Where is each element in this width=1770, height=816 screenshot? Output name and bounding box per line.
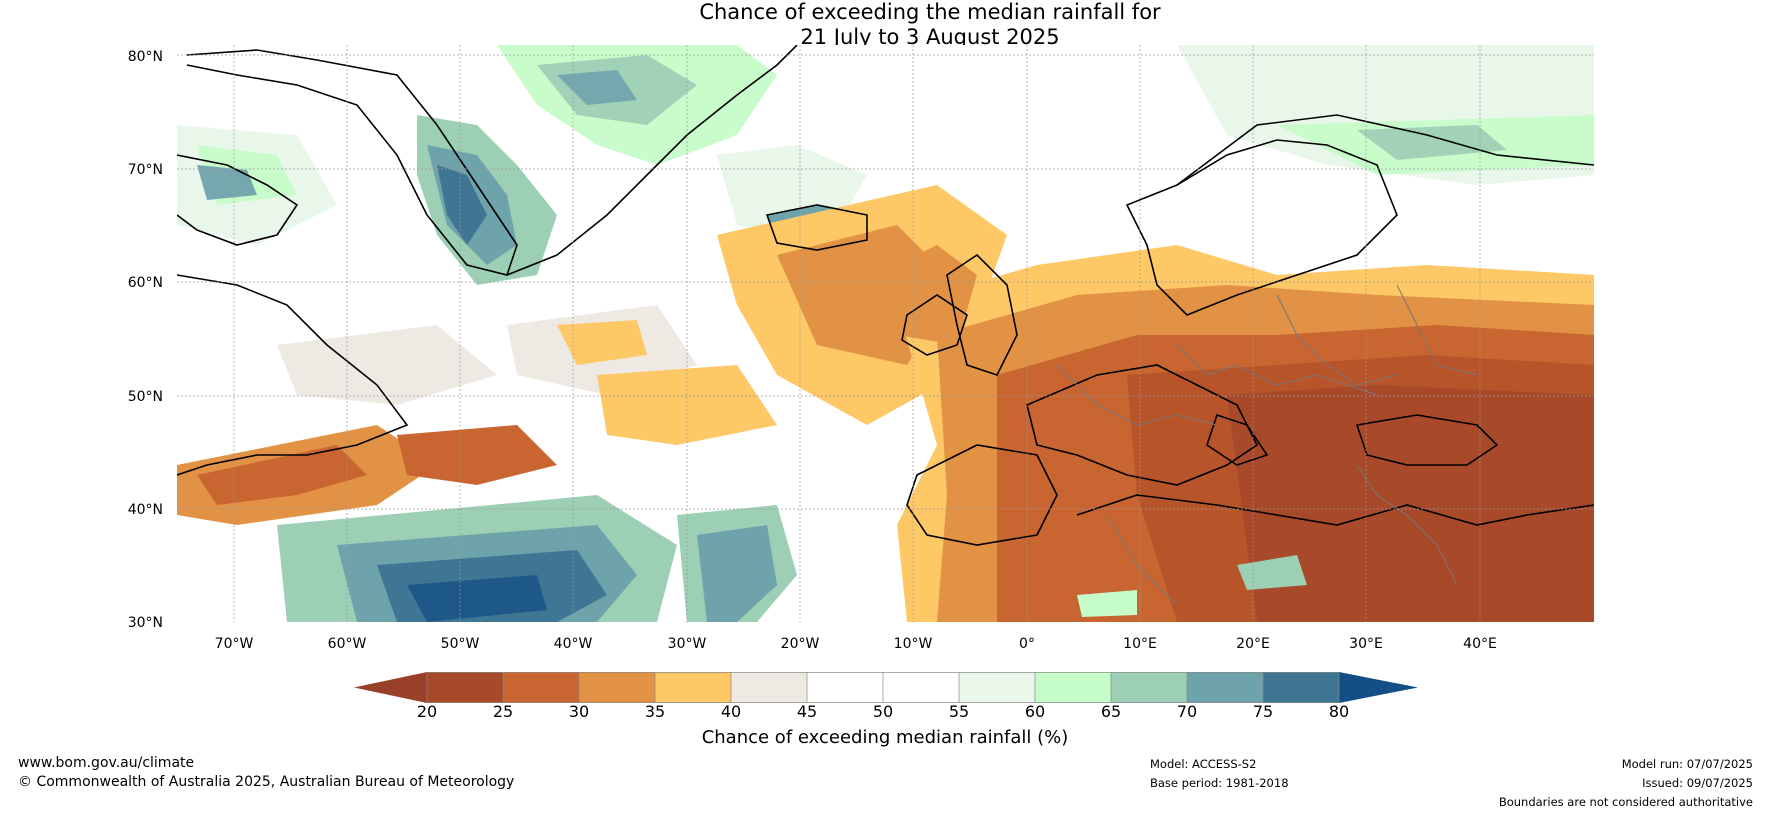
coastlines: [177, 45, 1594, 546]
lat-label-80n: 80°N: [127, 49, 163, 65]
colorbar-tick-20: 20: [416, 702, 438, 721]
lon-label-70w: 70°W: [214, 636, 254, 652]
colorbar-bin-65-70: [1111, 672, 1187, 703]
lat-label-30n: 30°N: [127, 615, 163, 631]
model-run-text: Model run: 07/07/2025: [1621, 757, 1753, 771]
colorbar-label: Chance of exceeding median rainfall (%): [701, 727, 1069, 748]
issued-text: Issued: 09/07/2025: [1642, 776, 1753, 790]
colorbar-bin-50-55: [883, 672, 959, 703]
colorbar-bin-40-45: [731, 672, 807, 703]
colorbar-bin-75-80: [1263, 672, 1339, 703]
lon-label-0: 0°: [1019, 636, 1035, 652]
title-line-1: Chance of exceeding the median rainfall …: [699, 0, 1161, 24]
colorbar-tick-80: 80: [1328, 702, 1350, 721]
colorbar-bin-70-75: [1187, 672, 1263, 703]
colorbar-bin-55-60: [959, 672, 1035, 703]
website-link[interactable]: www.bom.gov.au/climate: [18, 755, 195, 771]
mediterranean-wet: [1077, 555, 1307, 617]
lon-label-10e: 10°E: [1123, 636, 1157, 652]
lon-label-30w: 30°W: [667, 636, 707, 652]
colorbar-tick-65: 65: [1100, 702, 1122, 721]
lon-label-40e: 40°E: [1463, 636, 1497, 652]
lat-label-70n: 70°N: [127, 162, 163, 178]
colorbar-tick-50: 50: [872, 702, 894, 721]
colorbar-tick-35: 35: [644, 702, 666, 721]
colorbar-tick-60: 60: [1024, 702, 1046, 721]
lat-label-60n: 60°N: [127, 275, 163, 291]
colorbar-tick-75: 75: [1252, 702, 1274, 721]
lon-label-50w: 50°W: [440, 636, 480, 652]
base-period-text: Base period: 1981-2018: [1150, 776, 1289, 790]
lon-label-60w: 60°W: [327, 636, 367, 652]
colorbar-bin-60-65: [1035, 672, 1111, 703]
copyright-text: © Commonwealth of Australia 2025, Austra…: [18, 774, 515, 790]
colorbar-tick-45: 45: [796, 702, 818, 721]
lat-label-40n: 40°N: [127, 502, 163, 518]
lon-label-20w: 20°W: [780, 636, 820, 652]
colorbar-bin-35-40: [655, 672, 731, 703]
lon-label-30e: 30°E: [1349, 636, 1383, 652]
colorbar-bin-45-50: [807, 672, 883, 703]
lon-label-40w: 40°W: [553, 636, 593, 652]
lon-label-20e: 20°E: [1236, 636, 1270, 652]
map-canvas: [177, 45, 1594, 622]
colorbar-over-arrow: [1339, 672, 1418, 703]
lon-label-10w: 10°W: [893, 636, 933, 652]
colorbar-tick-30: 30: [568, 702, 590, 721]
greenland-blues: [417, 115, 557, 285]
colorbar-tick-40: 40: [720, 702, 742, 721]
map-title: Chance of exceeding the median rainfall …: [0, 0, 1770, 50]
forecast-map: [177, 45, 1594, 622]
colorbar-tick-55: 55: [948, 702, 970, 721]
colorbar: [354, 672, 1418, 703]
model-text: Model: ACCESS-S2: [1150, 757, 1257, 771]
disclaimer-text: Boundaries are not considered authoritat…: [1498, 795, 1753, 809]
lat-label-50n: 50°N: [127, 389, 163, 405]
country-borders: [1056, 284, 1478, 606]
colorbar-tick-70: 70: [1176, 702, 1198, 721]
colorbar-bin-20-25: [427, 672, 503, 703]
colorbar-tick-25: 25: [492, 702, 514, 721]
colorbar-bin-25-30: [503, 672, 579, 703]
gridlines: [177, 45, 1594, 622]
subtropical-atlantic: [177, 425, 797, 622]
colorbar-bin-30-35: [579, 672, 655, 703]
colorbar-under-arrow: [354, 672, 427, 703]
